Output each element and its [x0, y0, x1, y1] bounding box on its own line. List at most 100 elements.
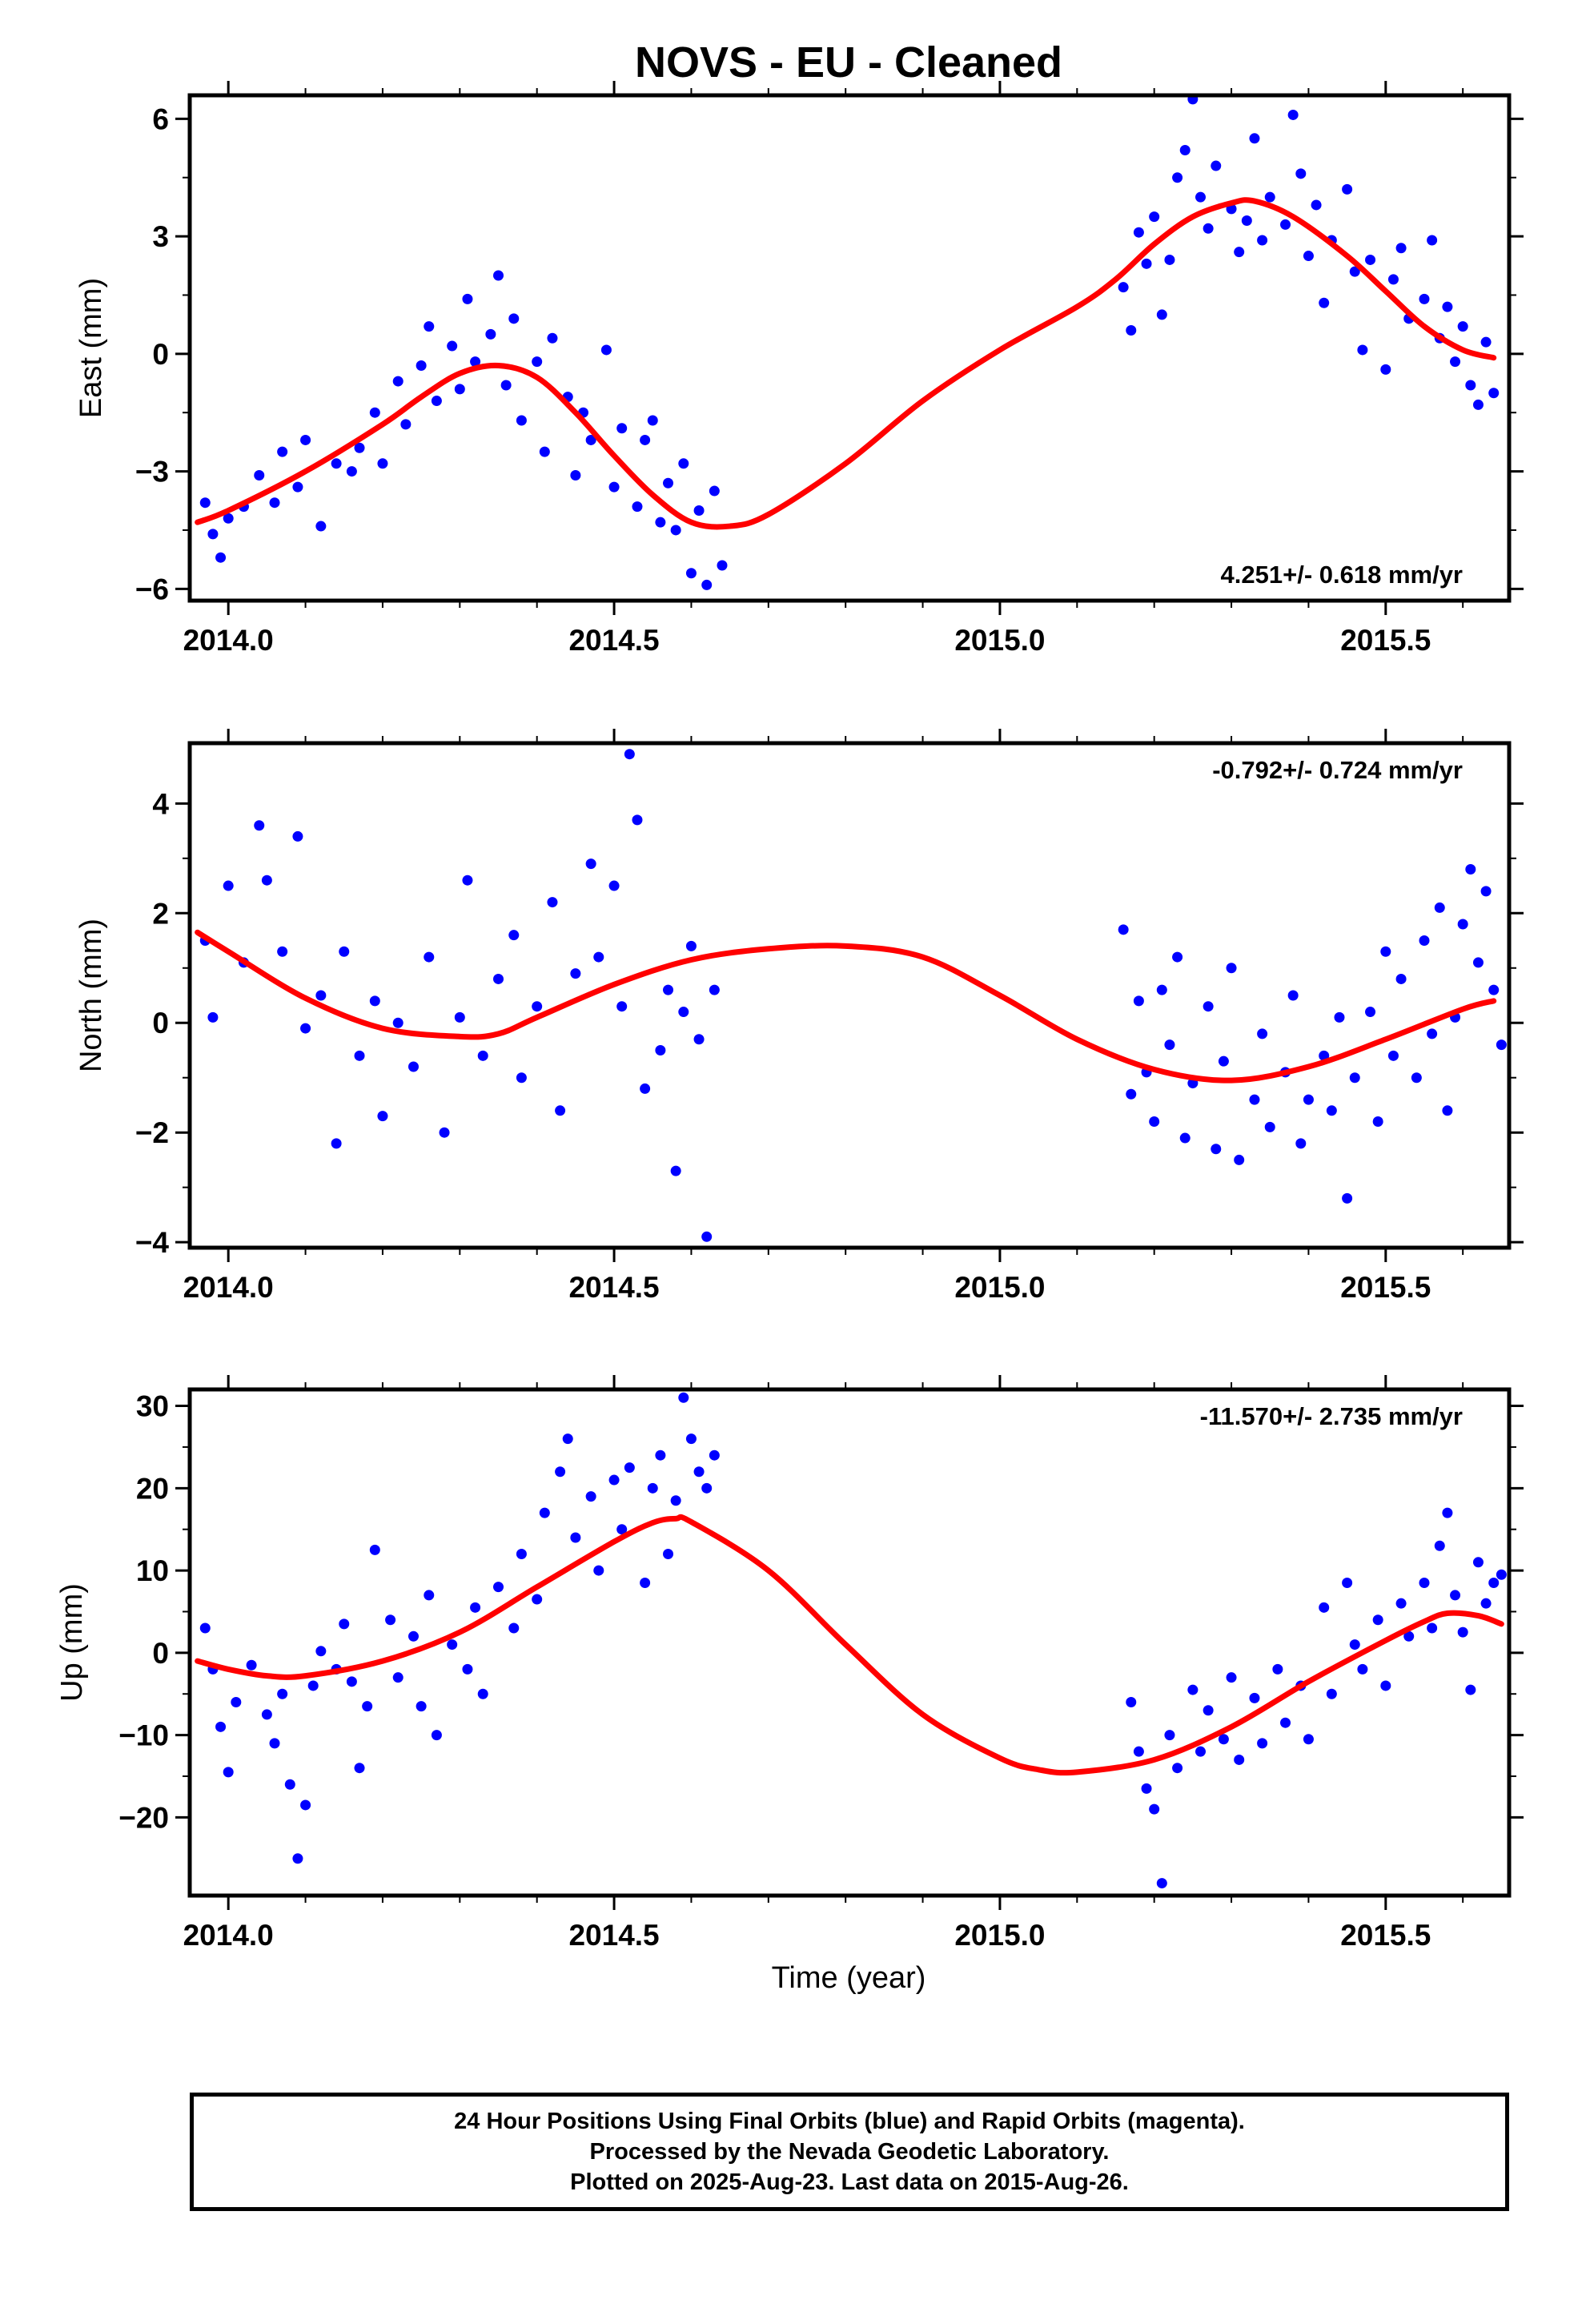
data-point — [1280, 219, 1291, 230]
data-point — [1480, 1598, 1492, 1609]
data-point — [532, 1001, 543, 1012]
plot-area — [195, 95, 1500, 590]
data-point — [1211, 160, 1222, 171]
data-point — [1488, 388, 1500, 399]
data-point — [1403, 1630, 1415, 1642]
model-curve — [195, 197, 1497, 530]
data-point — [647, 1482, 658, 1494]
data-point — [516, 1549, 527, 1560]
data-point — [1395, 973, 1407, 984]
data-point — [1342, 1192, 1353, 1204]
data-point — [693, 1034, 705, 1045]
data-point — [616, 1524, 628, 1535]
data-point — [1488, 984, 1500, 995]
y-tick-label: −2 — [135, 1116, 169, 1149]
data-point — [400, 419, 412, 430]
data-point — [585, 434, 596, 445]
data-point — [570, 469, 581, 480]
data-point — [1164, 1730, 1175, 1741]
data-point — [439, 1127, 450, 1138]
data-point — [1287, 109, 1299, 120]
data-point — [632, 501, 643, 513]
footer-info-box: 24 Hour Positions Using Final Orbits (bl… — [190, 2093, 1509, 2211]
data-point — [1149, 1116, 1160, 1127]
data-point — [1472, 957, 1484, 968]
data-point — [709, 485, 720, 497]
data-point — [624, 749, 635, 760]
data-point — [269, 1738, 280, 1749]
data-point — [292, 481, 303, 493]
data-point — [215, 552, 227, 563]
footer-line-orbits: 24 Hour Positions Using Final Orbits (bl… — [454, 2109, 1245, 2134]
velocity-label: 4.251+/- 0.618 mm/yr — [1221, 561, 1463, 589]
data-point — [1349, 1072, 1360, 1084]
data-point — [1419, 1577, 1430, 1588]
data-point — [655, 1449, 666, 1461]
data-point — [1264, 1121, 1275, 1132]
y-axis-label: North (mm) — [74, 919, 108, 1072]
x-tick-label: 2015.5 — [1340, 1271, 1431, 1304]
data-point — [1442, 1507, 1453, 1518]
data-point — [331, 458, 342, 469]
data-point — [1264, 191, 1275, 203]
data-point — [701, 1482, 713, 1494]
data-point — [1319, 1602, 1330, 1613]
data-point — [539, 1507, 550, 1518]
data-point — [277, 946, 288, 957]
data-point — [1342, 183, 1353, 195]
y-tick-label: 0 — [152, 1007, 169, 1039]
data-point — [1442, 1105, 1453, 1116]
data-point — [277, 1688, 288, 1699]
data-point — [462, 1663, 473, 1675]
data-point — [670, 525, 681, 536]
data-point — [655, 1044, 666, 1055]
x-axis-label: Time (year) — [772, 1961, 926, 1995]
y-tick-label: 6 — [152, 103, 169, 135]
data-point — [315, 990, 327, 1001]
data-point — [1395, 1598, 1407, 1609]
data-point — [539, 446, 550, 457]
data-point — [1295, 1138, 1307, 1149]
y-tick-label: 20 — [136, 1472, 169, 1505]
data-point — [701, 1231, 713, 1242]
y-tick-label: −10 — [118, 1719, 169, 1752]
data-point — [1472, 399, 1484, 410]
data-point — [354, 1763, 365, 1774]
data-point — [392, 376, 404, 387]
data-point — [1234, 1154, 1245, 1165]
data-point — [663, 477, 674, 489]
data-point — [1234, 1754, 1245, 1765]
footer-line-processor: Processed by the Nevada Geodetic Laborat… — [589, 2139, 1110, 2165]
data-point — [1141, 258, 1152, 269]
data-point — [408, 1061, 419, 1072]
data-point — [1149, 1803, 1160, 1815]
data-point — [1203, 1001, 1214, 1012]
velocity-label: -11.570+/- 2.735 mm/yr — [1200, 1402, 1463, 1430]
data-point — [315, 1646, 327, 1657]
data-point — [1387, 274, 1399, 285]
data-point — [223, 1767, 234, 1778]
data-point — [1211, 1144, 1222, 1155]
data-point — [532, 1594, 543, 1605]
data-point — [1450, 356, 1461, 368]
data-point — [339, 946, 350, 957]
data-point — [1195, 1746, 1207, 1757]
data-point — [1172, 172, 1183, 183]
data-point — [1365, 1007, 1376, 1018]
data-point — [1349, 266, 1360, 277]
data-point — [354, 1050, 365, 1061]
data-point — [1257, 1028, 1268, 1039]
data-point — [608, 1474, 620, 1486]
data-point — [447, 340, 458, 352]
data-point — [508, 930, 520, 941]
panel-frame — [187, 741, 1512, 1250]
data-point — [292, 1853, 303, 1864]
data-point — [508, 1622, 520, 1634]
data-point — [1280, 1717, 1291, 1728]
data-point — [1295, 168, 1307, 179]
data-point — [1149, 211, 1160, 223]
data-point — [1303, 1734, 1314, 1745]
data-point — [663, 1549, 674, 1560]
data-point — [1249, 1692, 1260, 1703]
data-point — [307, 1680, 319, 1691]
